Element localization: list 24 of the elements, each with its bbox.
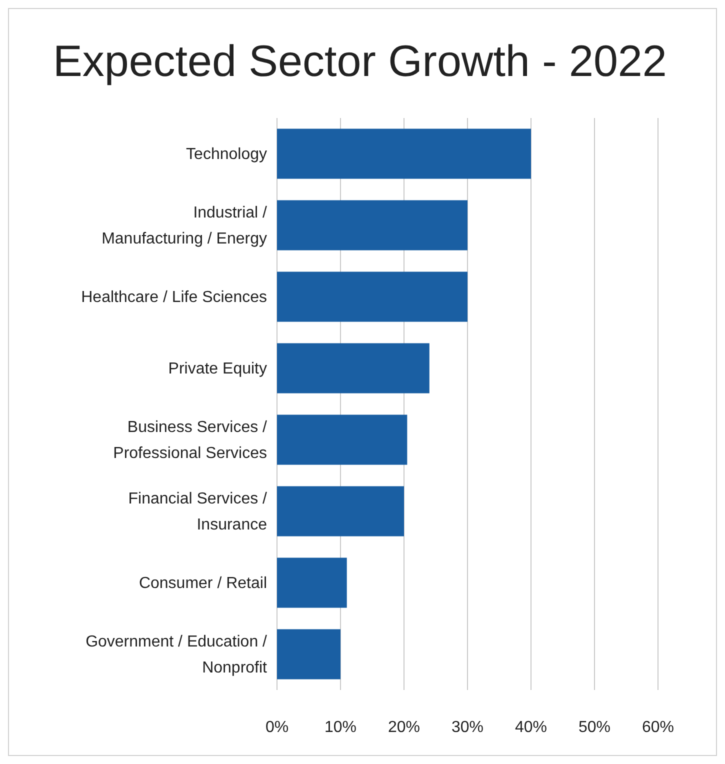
x-tick-label: 0% [265,719,289,736]
y-tick-label: Government / Education / Nonprofit [86,633,268,676]
y-tick-label: Private Equity [168,360,267,378]
y-tick-label: Industrial / Manufacturing / Energy [102,204,268,248]
bar [277,486,404,536]
x-tick-label: 20% [388,719,420,736]
bar [277,200,468,250]
x-tick-label: 40% [514,719,548,736]
bar [277,629,340,680]
bar [277,128,531,179]
y-tick-label: Healthcare / Life Sciences [81,288,267,306]
chart-title: Expected Sector Growth - 2022 [53,37,667,86]
bar [277,343,430,394]
bar [277,414,408,465]
bar [277,558,347,608]
bar [277,272,468,322]
y-tick-label: Consumer / Retail [138,574,267,592]
y-tick-label: Business Services / Professional Services [113,418,268,462]
x-tick-label: 60% [642,719,674,736]
y-tick-label: Financial Services / Insurance [128,490,268,534]
x-tick-label: 50% [578,719,611,736]
x-tick-label: 30% [451,719,484,736]
y-tick-label: Technology [186,146,267,163]
x-tick-label: 10% [324,719,357,736]
